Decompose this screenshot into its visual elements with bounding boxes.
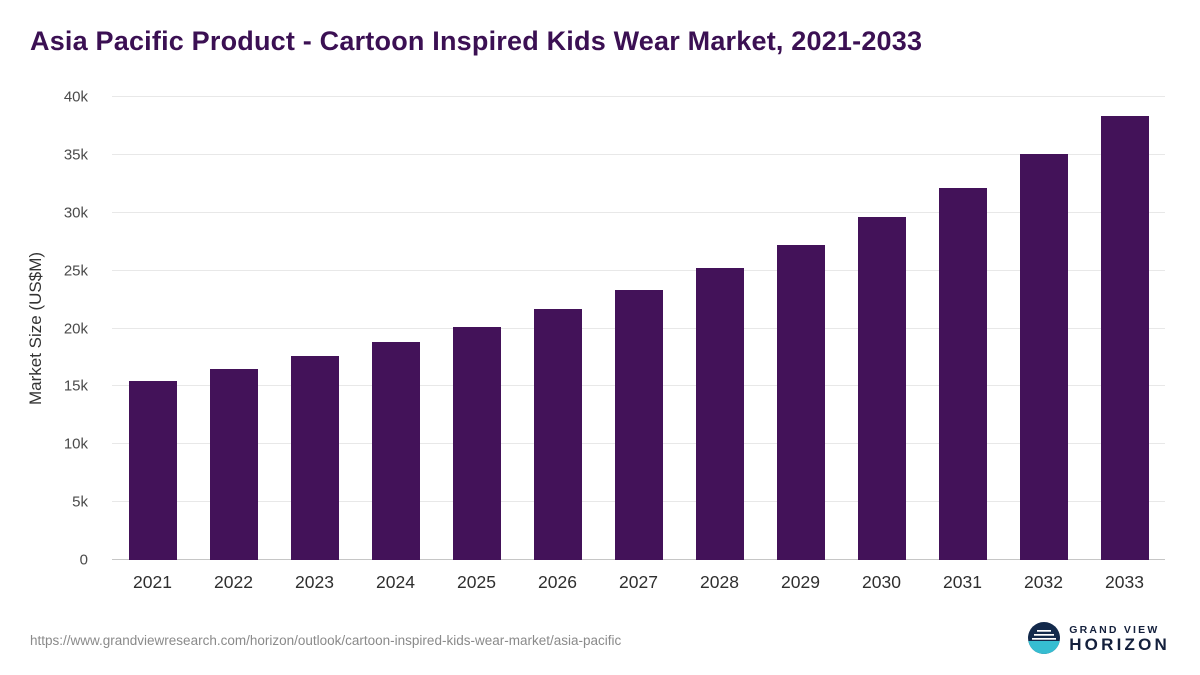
- bar-2028: [695, 268, 744, 560]
- page-title: Asia Pacific Product - Cartoon Inspired …: [30, 26, 923, 56]
- bar-2033: [1100, 115, 1149, 560]
- brand-name-bottom: HORIZON: [1069, 635, 1170, 655]
- footer: https://www.grandviewresearch.com/horizo…: [0, 613, 1200, 675]
- x-tick-label-2030: 2030: [862, 572, 901, 592]
- bar-slot-2027: [598, 97, 679, 560]
- bar-2031: [938, 188, 987, 560]
- bar-2026: [533, 308, 582, 560]
- x-tick-label-2033: 2033: [1105, 572, 1144, 592]
- bar-slot-2022: [193, 97, 274, 560]
- y-tick-label: 10k: [63, 435, 88, 453]
- source-url: https://www.grandviewresearch.com/horizo…: [30, 632, 622, 648]
- plot-area: [112, 96, 1165, 560]
- y-tick-label: 35k: [63, 146, 88, 164]
- bar-2029: [776, 245, 825, 560]
- bar-2030: [857, 217, 906, 560]
- bar-2025: [452, 327, 501, 560]
- brand-name-top: GRAND VIEW: [1069, 623, 1160, 636]
- bar-2032: [1019, 153, 1068, 560]
- x-tick-label-2029: 2029: [781, 572, 820, 592]
- bar-slot-2030: [841, 97, 922, 560]
- gridline: [112, 269, 1165, 271]
- x-tick-label-2031: 2031: [943, 572, 982, 592]
- y-tick-label: 15k: [63, 377, 88, 395]
- bar-2023: [290, 356, 339, 560]
- x-tick-label-2032: 2032: [1024, 572, 1063, 592]
- chart-region: 0 5k 10k 15k 20k 25k 30k 35k 40k: [0, 89, 1200, 569]
- bar-2024: [371, 342, 420, 560]
- y-tick-label: 0: [79, 551, 88, 569]
- x-axis-tick-labels: 2021 2022 2023 2024 2025 2026 2027 2028 2029 2030…: [112, 572, 1165, 593]
- y-tick-label: 20k: [63, 320, 88, 337]
- bar-slot-2025: [436, 97, 517, 560]
- bar-2021: [128, 380, 177, 560]
- brand-logo-text: GRAND VIEW HORIZON: [1069, 623, 1170, 655]
- bar-slot-2033: [1084, 97, 1165, 560]
- x-tick-label-2023: 2023: [295, 572, 334, 592]
- bar-slot-2023: [274, 97, 355, 560]
- bar-slot-2024: [355, 97, 436, 560]
- bar-2022: [209, 369, 258, 560]
- x-tick-label-2024: 2024: [376, 572, 415, 592]
- y-tick-label: 5k: [72, 493, 88, 511]
- bar-slot-2031: [922, 97, 1003, 560]
- y-tick-label: 40k: [63, 88, 88, 106]
- x-tick-label-2026: 2026: [538, 572, 577, 592]
- x-tick-label-2022: 2022: [214, 572, 253, 592]
- x-tick-label-2027: 2027: [619, 572, 658, 592]
- brand-logo: GRAND VIEW HORIZON: [1028, 621, 1170, 659]
- bar-slot-2029: [760, 97, 841, 560]
- bar-slot-2028: [679, 97, 760, 560]
- bar-slot-2032: [1003, 97, 1084, 560]
- gridline: [112, 96, 1165, 97]
- bar-slot-2021: [112, 97, 193, 560]
- y-tick-label: 30k: [63, 204, 88, 222]
- x-tick-label-2025: 2025: [457, 572, 496, 592]
- gridline: [112, 153, 1165, 155]
- horizon-logo-icon: [1028, 621, 1061, 659]
- gridline: [112, 211, 1165, 213]
- bar-2027: [614, 290, 663, 560]
- x-tick-label-2028: 2028: [700, 572, 739, 592]
- bar-slot-2026: [517, 97, 598, 560]
- x-tick-label-2021: 2021: [133, 572, 172, 592]
- bars-layer: [112, 97, 1165, 560]
- y-axis-tick-labels: 0 5k 10k 15k 20k 25k 30k 35k 40k: [0, 89, 104, 569]
- y-tick-label: 25k: [63, 262, 88, 280]
